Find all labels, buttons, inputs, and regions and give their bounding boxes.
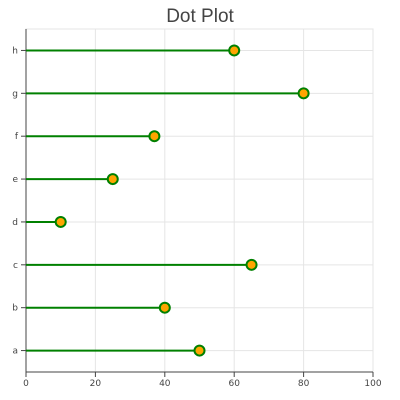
data-point xyxy=(158,301,171,314)
x-tick-label: 40 xyxy=(159,379,171,389)
x-tick-label: 0 xyxy=(23,379,29,389)
data-point xyxy=(54,215,67,228)
data-point xyxy=(245,258,258,271)
y-tick-label: h xyxy=(12,46,18,56)
y-tick-label: b xyxy=(12,304,18,314)
x-tick-label: 20 xyxy=(90,379,102,389)
plot-frame xyxy=(25,28,374,373)
data-point xyxy=(148,130,161,143)
data-point xyxy=(106,173,119,186)
x-tick-label: 80 xyxy=(298,379,310,389)
y-tick-label: a xyxy=(12,347,18,357)
data-point xyxy=(193,344,206,357)
y-tick-label: f xyxy=(15,132,19,142)
data-point xyxy=(228,44,241,57)
y-tick-label: g xyxy=(12,89,18,99)
y-tick-label: e xyxy=(12,175,18,185)
y-tick-label: c xyxy=(13,261,18,271)
x-tick-label: 100 xyxy=(364,379,381,389)
chart-title: Dot Plot xyxy=(166,6,234,27)
x-tick-label: 60 xyxy=(228,379,240,389)
data-point xyxy=(297,87,310,100)
y-tick-label: d xyxy=(12,218,18,228)
